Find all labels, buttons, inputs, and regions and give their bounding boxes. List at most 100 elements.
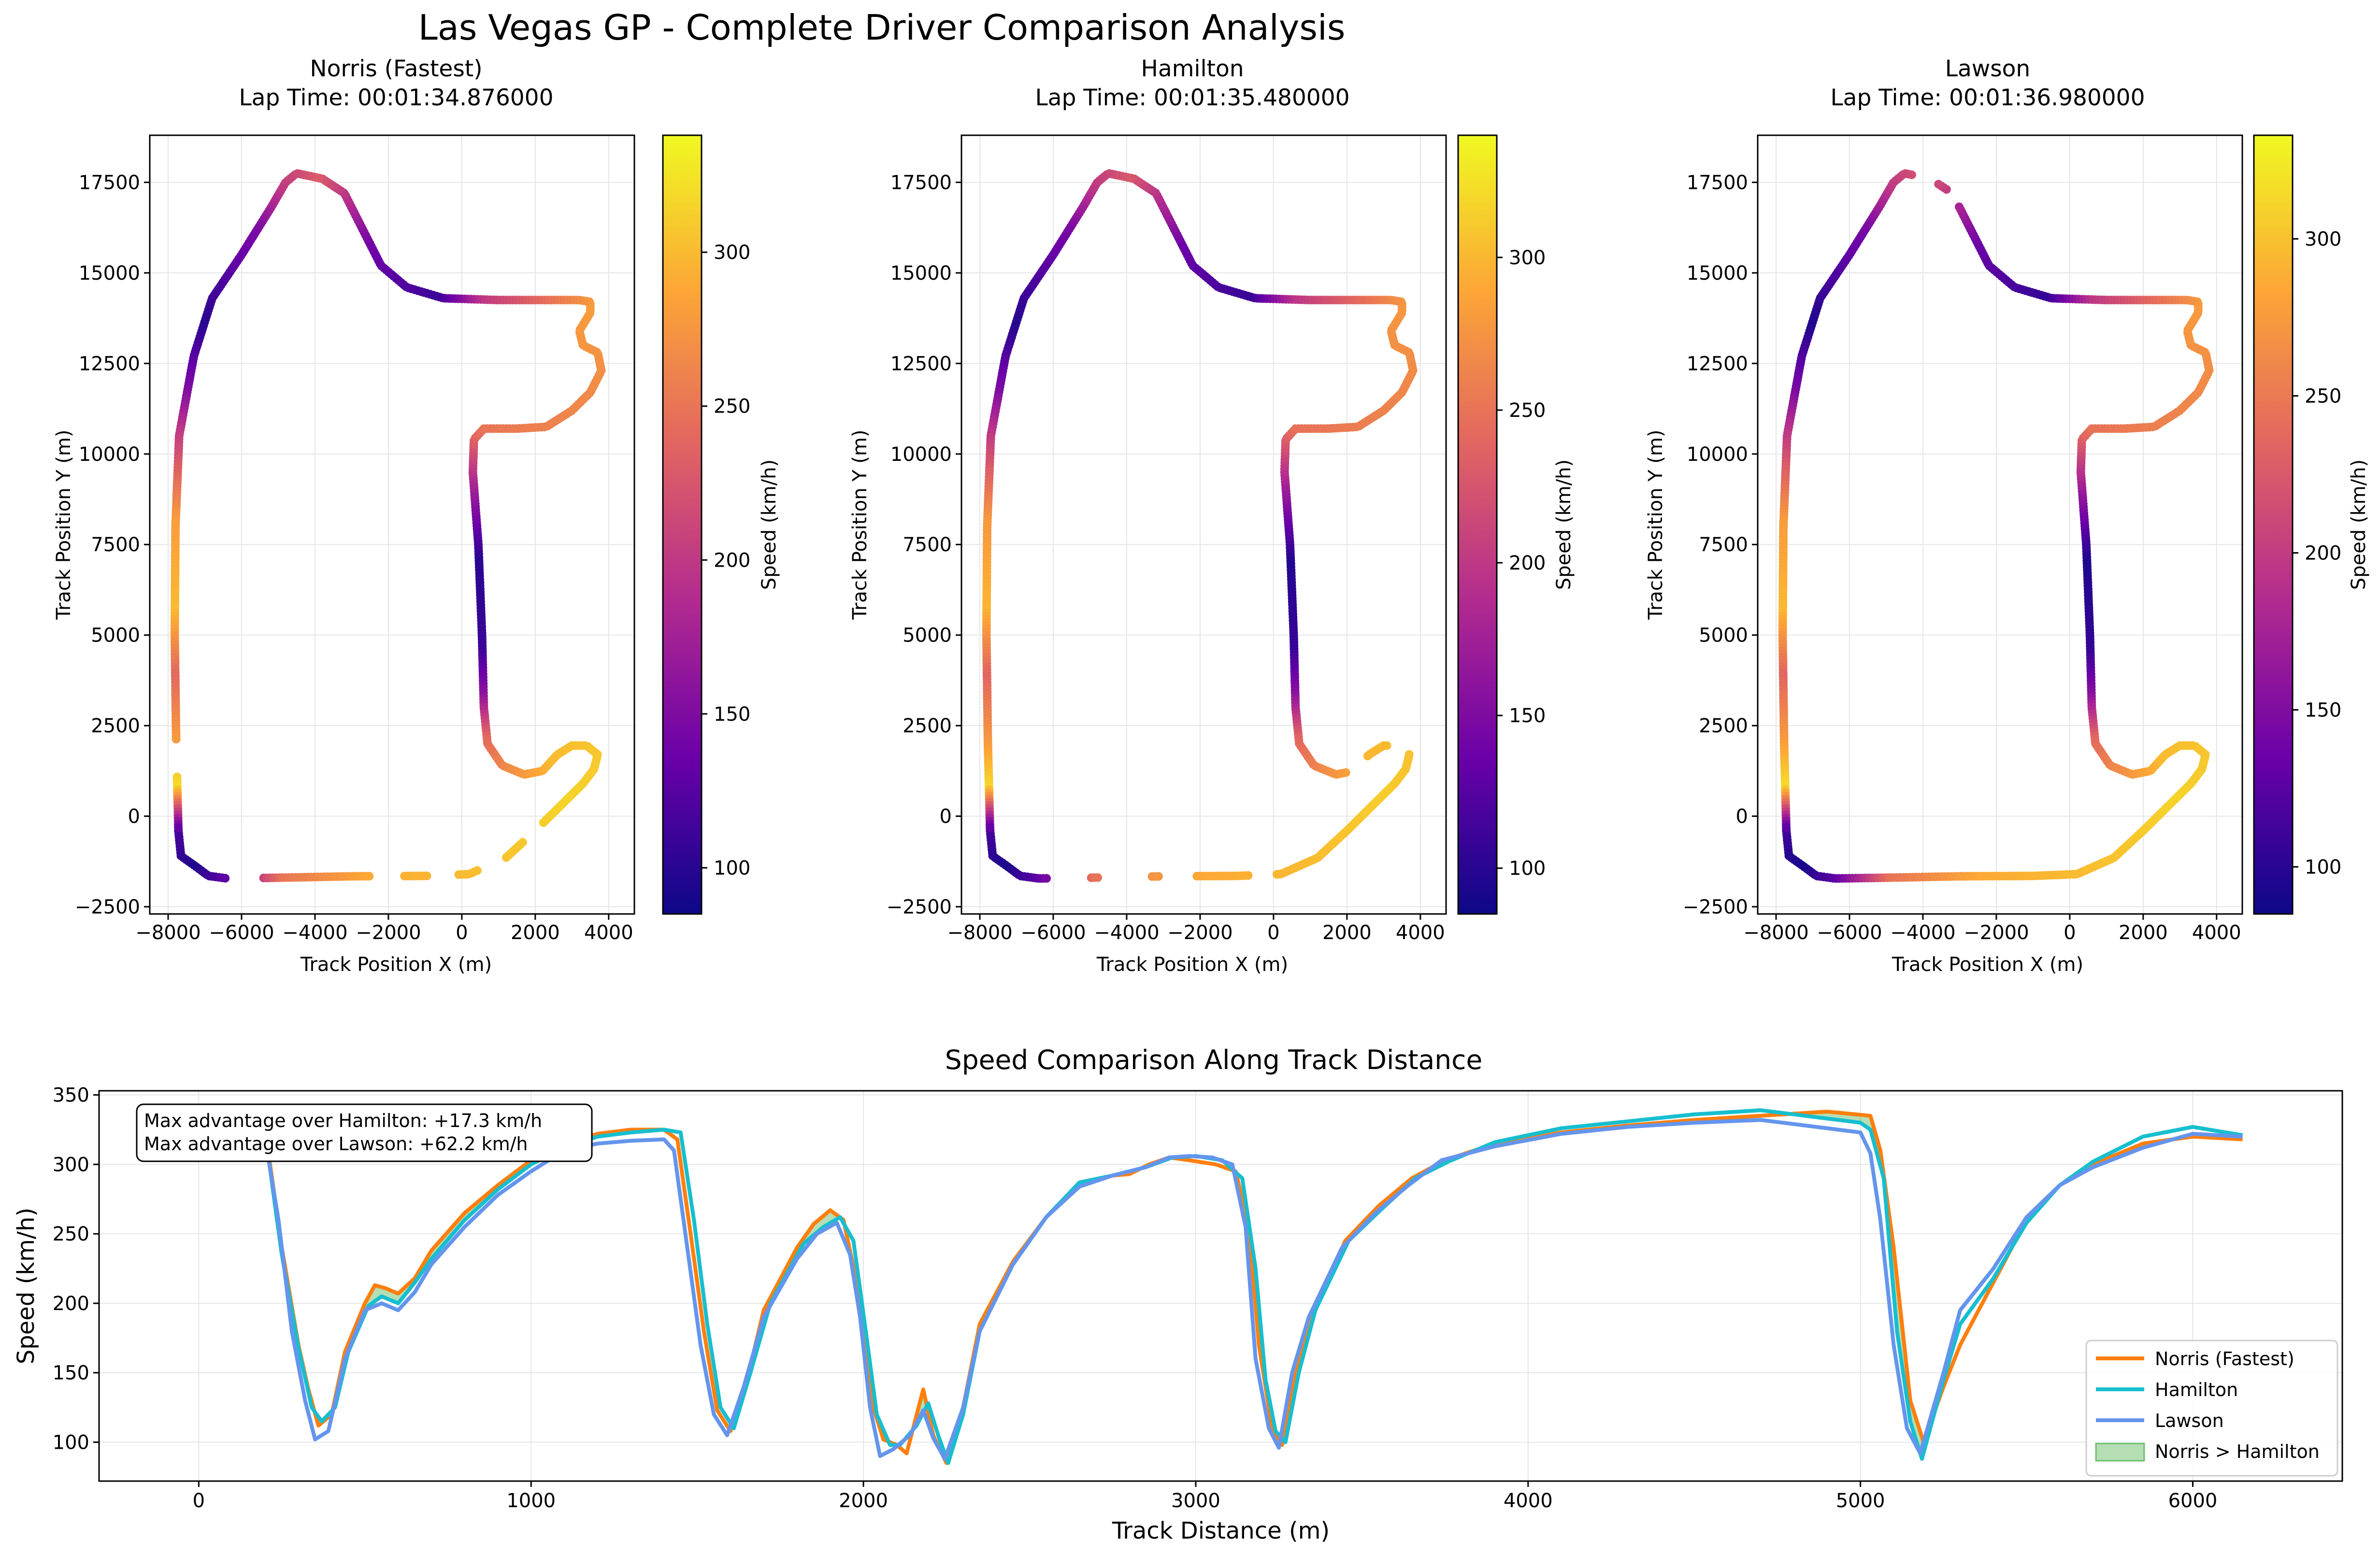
panel-title: Speed Comparison Along Track Distance: [945, 1044, 1482, 1075]
panel-title: Hamilton: [1141, 56, 1244, 82]
x-axis-label: Track Distance (m): [1112, 1517, 1330, 1544]
speed-line-lawson: [198, 1118, 2243, 1461]
plot-frame: [149, 134, 635, 915]
panel-subtitle: Lap Time: 00:01:36.980000: [1830, 85, 2145, 111]
colorbar-tick-label: 100: [2305, 856, 2341, 879]
y-axis-label: Track Position Y (m): [849, 429, 871, 620]
colorbar-tick-label: 250: [2305, 385, 2341, 408]
y-tick-label: 0: [1736, 806, 1748, 828]
x-axis-label: Track Position X (m): [1892, 954, 2083, 976]
track-point: [1405, 750, 1414, 759]
y-tick-label: 350: [53, 1084, 89, 1107]
colorbar-tick-label: 300: [1509, 247, 1546, 269]
track-point: [518, 838, 527, 847]
x-tick-label: 1000: [506, 1490, 556, 1512]
annotation-line-1: Max advantage over Hamilton: +17.3 km/h: [144, 1110, 542, 1131]
colorbar-ticks: 100 150 200 250 300: [2293, 228, 2341, 879]
colorbar-tick-label: 200: [2305, 542, 2341, 565]
plot-frame: [1757, 134, 2243, 915]
x-tick-label: 5000: [1836, 1490, 1885, 1512]
track-point: [422, 871, 431, 881]
y-tick-label: 5000: [91, 625, 140, 647]
x-tick-label: −8000: [135, 922, 201, 944]
y-tick-label: 15000: [1687, 262, 1748, 285]
x-tick-label: 3000: [1171, 1490, 1220, 1512]
speed-lines: [198, 1108, 2243, 1465]
y-tick-label: −2500: [887, 896, 952, 918]
y-tick-label: 10000: [890, 443, 952, 466]
colorbar-tick-label: 150: [2305, 699, 2341, 722]
y-tick-label: 250: [53, 1223, 89, 1245]
track-points: [1778, 169, 2214, 883]
y-tick-label: 2500: [91, 715, 140, 737]
y-tick-label: 2500: [903, 715, 952, 737]
y-tick-label: 10000: [79, 443, 140, 466]
colorbar-tick-label: 100: [1509, 857, 1546, 880]
y-axis-label: Track Position Y (m): [1645, 429, 1667, 620]
track-point: [365, 871, 374, 881]
y-tick-label: 0: [128, 806, 140, 828]
y-tick-label: 7500: [903, 534, 952, 556]
colorbar: [2253, 134, 2294, 915]
y-axis-label: Track Position Y (m): [53, 429, 75, 620]
y-tick-label: 5000: [1699, 625, 1748, 647]
panel-title: Lawson: [1945, 56, 2030, 82]
colorbar-label: Speed (km/h): [758, 459, 780, 590]
legend-frame: [2085, 1340, 2338, 1477]
axis-ticks: 0 1000 2000 3000 4000 5000 6000 100 150 200 250 300…: [53, 1084, 2218, 1512]
panel-subtitle: Lap Time: 00:01:34.876000: [239, 85, 553, 111]
figure-title: Las Vegas GP - Complete Driver Compariso…: [418, 7, 1346, 48]
y-tick-label: 15000: [79, 262, 140, 285]
panel-title: Norris (Fastest): [310, 56, 482, 82]
colorbar-ticks: 100 150 200 250 300: [1497, 247, 1546, 880]
colorbar-label: Speed (km/h): [2348, 459, 2370, 590]
x-tick-label: −6000: [1020, 922, 1086, 944]
track-map-hamilton: Hamilton Lap Time: 00:01:35.480000 −8000…: [849, 56, 1575, 976]
y-tick-label: 150: [53, 1362, 89, 1384]
track-point: [221, 874, 230, 883]
colorbar-tick-label: 300: [2305, 228, 2341, 251]
legend-swatch-fill: [2095, 1442, 2145, 1462]
speed-line-hamilton: [199, 1108, 2243, 1465]
y-tick-label: −2500: [75, 896, 140, 918]
y-tick-label: 100: [53, 1431, 89, 1454]
x-tick-label: −8000: [947, 922, 1012, 944]
x-tick-label: 0: [456, 922, 468, 944]
advantage-fill: [199, 1112, 2057, 1458]
annotation-line-2: Max advantage over Lawson: +62.2 km/h: [144, 1133, 528, 1155]
colorbar-tick-label: 100: [714, 857, 750, 879]
y-tick-label: 7500: [1699, 534, 1748, 556]
x-axis-label: Track Position X (m): [1096, 954, 1288, 976]
track-point: [1244, 871, 1253, 880]
legend-label-fill: Norris > Hamilton: [2155, 1441, 2320, 1462]
track-point: [1955, 202, 1964, 212]
x-tick-label: 4000: [1504, 1490, 1553, 1512]
colorbar: [1457, 134, 1498, 915]
track-point: [1363, 752, 1372, 760]
x-tick-label: −8000: [1743, 922, 1808, 944]
x-tick-label: 2000: [1322, 922, 1372, 944]
x-tick-label: 6000: [2168, 1490, 2218, 1512]
plot-frame: [98, 1090, 2343, 1482]
y-tick-label: 300: [53, 1154, 89, 1176]
y-tick-label: 10000: [1687, 443, 1748, 466]
y-tick-label: 0: [940, 806, 952, 828]
gridlines: [99, 1091, 2342, 1481]
track-points: [170, 169, 606, 883]
track-point: [1782, 823, 1791, 832]
colorbar-label: Speed (km/h): [1553, 459, 1575, 590]
gridlines: [961, 135, 1446, 914]
gridlines: [150, 135, 634, 914]
track-point: [172, 735, 181, 743]
legend-label-lawson: Lawson: [2155, 1410, 2224, 1431]
track-map-norris: Norris (Fastest) Lap Time: 00:01:34.8760…: [53, 56, 780, 976]
track-points: [982, 169, 1418, 883]
y-tick-label: 17500: [890, 171, 952, 194]
x-tick-label: 0: [2064, 922, 2076, 944]
track-point: [1154, 872, 1163, 881]
x-tick-label: 2000: [2119, 922, 2168, 944]
colorbar-tick-label: 150: [714, 703, 750, 726]
legend-label-norris: Norris (Fastest): [2155, 1348, 2294, 1370]
colorbar-ticks: 100 150 200 250 300: [702, 242, 750, 879]
